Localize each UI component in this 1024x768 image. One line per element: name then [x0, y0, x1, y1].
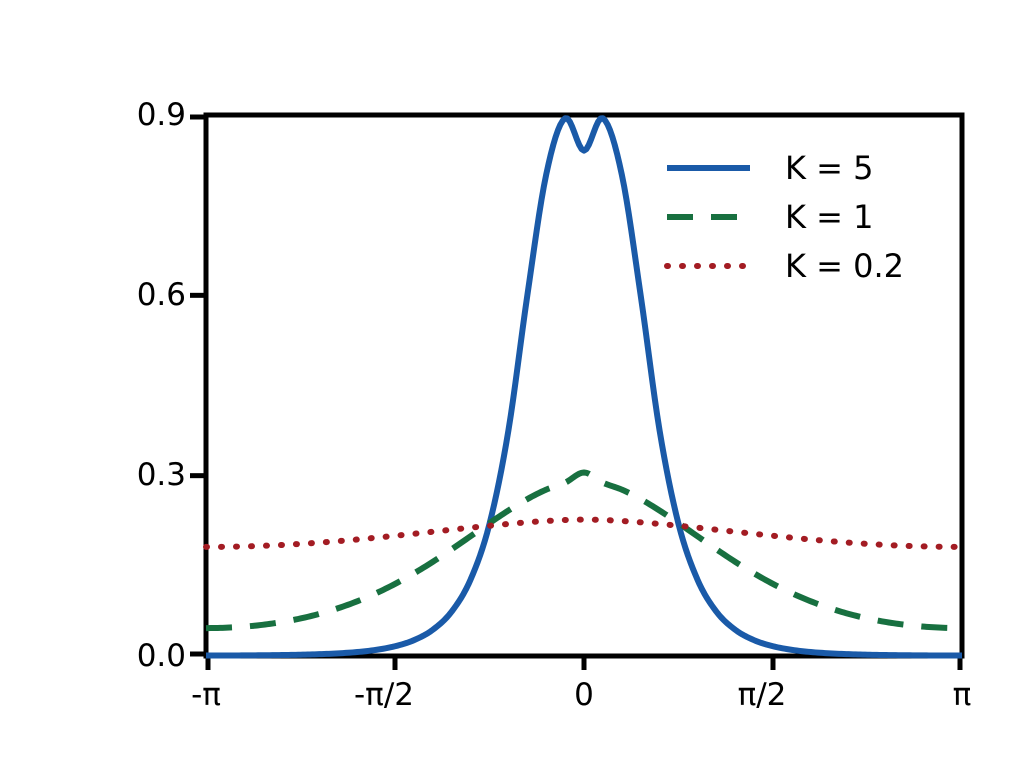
- x-tick-label-neg-pi-half: -π/2: [353, 677, 415, 713]
- series-line-1: [205, 469, 963, 632]
- y-tick-label-0.3: 0.3: [136, 457, 186, 493]
- x-tick-label-neg-pi: -π: [191, 677, 221, 713]
- x-tick-label-pi-half: π/2: [737, 677, 787, 713]
- x-tick-label-pi: π: [952, 677, 972, 713]
- y-axis-ticks: [190, 114, 206, 657]
- y-tick-label-0.0: 0.0: [136, 638, 186, 674]
- series-line-2: [203, 516, 965, 550]
- x-tick-label-zero: 0: [574, 677, 594, 713]
- y-tick-label-0.9: 0.9: [136, 97, 186, 133]
- y-tick-label-0.6: 0.6: [136, 277, 186, 313]
- legend-line-samples: [664, 165, 753, 269]
- data-series-group: [203, 115, 965, 659]
- legend-label-k02: K = 0.2: [785, 247, 905, 285]
- legend-label-k1: K = 1: [785, 198, 874, 236]
- legend-label-k5: K = 5: [785, 149, 874, 187]
- plot-frame: [203, 112, 965, 659]
- series-line-0: [205, 115, 963, 659]
